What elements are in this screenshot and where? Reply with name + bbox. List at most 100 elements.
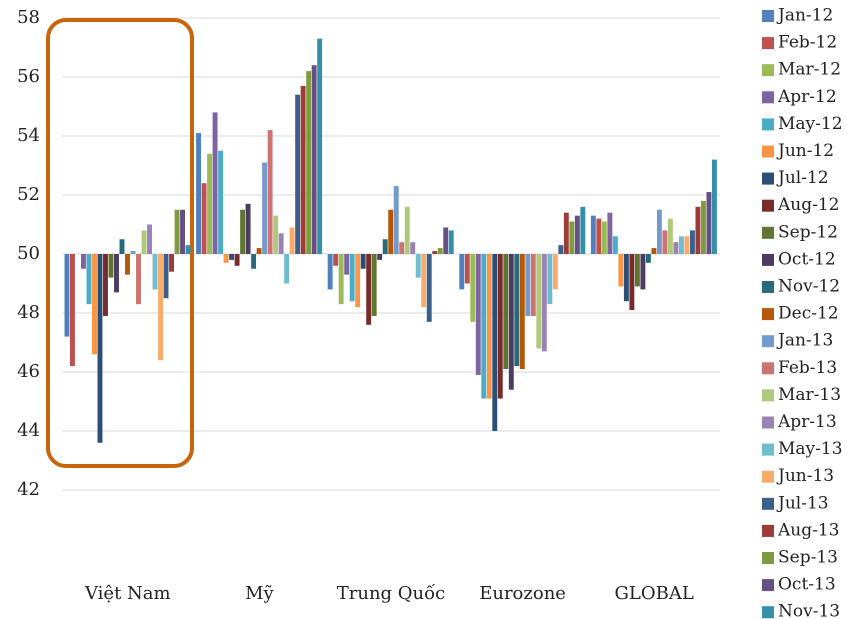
bar: [327, 254, 333, 290]
legend-swatch: [762, 145, 774, 158]
legend-swatch: [762, 37, 774, 50]
bar: [552, 254, 558, 290]
bar: [415, 254, 421, 278]
bar: [136, 254, 141, 305]
bar: [678, 236, 684, 254]
y-tick-label: 52: [17, 184, 40, 205]
bar: [223, 254, 229, 263]
bar: [459, 254, 465, 290]
bar: [388, 209, 394, 254]
bar: [114, 254, 119, 293]
bar: [174, 209, 180, 254]
y-tick-label: 58: [17, 7, 40, 28]
legend-swatch: [762, 524, 774, 537]
legend-swatch: [762, 64, 774, 77]
bar: [103, 254, 108, 316]
legend-label: Oct-13: [778, 575, 836, 595]
bar: [349, 254, 355, 302]
bar: [119, 239, 125, 254]
bar: [256, 248, 262, 254]
bar: [262, 162, 268, 254]
bar: [393, 186, 399, 254]
y-tick-label: 42: [17, 479, 40, 500]
bar: [234, 254, 240, 266]
legend-swatch: [762, 10, 774, 22]
legend-swatch: [762, 362, 774, 375]
bar: [108, 254, 114, 278]
bar: [695, 206, 701, 254]
legend-swatch: [762, 579, 774, 592]
bar: [366, 254, 372, 325]
bar: [492, 254, 498, 431]
x-tick-label: GLOBAL: [615, 583, 694, 604]
bar: [536, 254, 542, 349]
bar: [410, 242, 416, 254]
bar: [399, 242, 405, 254]
bar: [470, 254, 476, 322]
legend-label: Mar-13: [778, 385, 841, 405]
legend-label: Nov-13: [778, 602, 840, 619]
bar: [503, 254, 509, 370]
bar: [267, 130, 273, 254]
y-tick-label: 50: [17, 243, 40, 264]
x-tick-label: Việt Nam: [84, 583, 171, 604]
bar: [541, 254, 547, 352]
bar: [92, 254, 97, 355]
legend-label: May-12: [778, 114, 843, 134]
bar: [612, 236, 618, 254]
bar: [673, 242, 679, 254]
bar: [180, 209, 185, 254]
bar: [464, 254, 470, 284]
legend-swatch: [762, 226, 774, 239]
bar: [240, 209, 246, 254]
legend-label: Apr-12: [777, 87, 837, 107]
bar: [514, 254, 520, 367]
bar: [64, 254, 70, 337]
bar: [158, 254, 163, 361]
y-tick-label: 56: [17, 66, 40, 87]
legend-swatch: [762, 199, 774, 212]
legend-swatch: [762, 497, 774, 510]
bar: [421, 254, 427, 308]
bar: [607, 212, 613, 254]
bar: [169, 254, 174, 272]
legend-label: Apr-13: [777, 412, 837, 432]
bar: [70, 254, 75, 367]
bar: [623, 254, 629, 302]
bar: [443, 227, 449, 254]
bar: [317, 38, 323, 255]
bar: [563, 212, 569, 254]
legend-label: Jul-13: [776, 493, 829, 513]
x-tick-label: Eurozone: [479, 583, 566, 604]
bar: [218, 150, 224, 254]
legend-label: Jan-13: [776, 331, 833, 351]
legend-swatch: [762, 389, 774, 402]
legend-label: Jun-12: [776, 141, 834, 161]
bar: [371, 254, 377, 316]
bar: [448, 230, 454, 254]
bar: [689, 230, 695, 254]
bar: [634, 254, 640, 287]
bar: [284, 254, 290, 284]
bar: [289, 227, 295, 254]
bar: [601, 221, 607, 254]
bar: [333, 254, 339, 266]
legend-swatch: [762, 281, 774, 293]
bar: [130, 251, 136, 254]
legend-label: Jul-12: [776, 168, 829, 188]
bar: [163, 254, 169, 299]
bar: [574, 215, 580, 254]
y-tick-label: 44: [17, 420, 40, 441]
bar: [618, 254, 624, 287]
bar: [569, 221, 575, 254]
bar: [355, 254, 361, 308]
x-tick-label: Trung Quốc: [337, 583, 445, 604]
bar: [377, 254, 383, 260]
legend-swatch: [762, 606, 774, 619]
bar: [196, 133, 202, 254]
legend-swatch: [762, 91, 774, 104]
legend-label: Jan-12: [776, 6, 833, 26]
bar: [344, 254, 350, 275]
bar: [432, 251, 438, 254]
